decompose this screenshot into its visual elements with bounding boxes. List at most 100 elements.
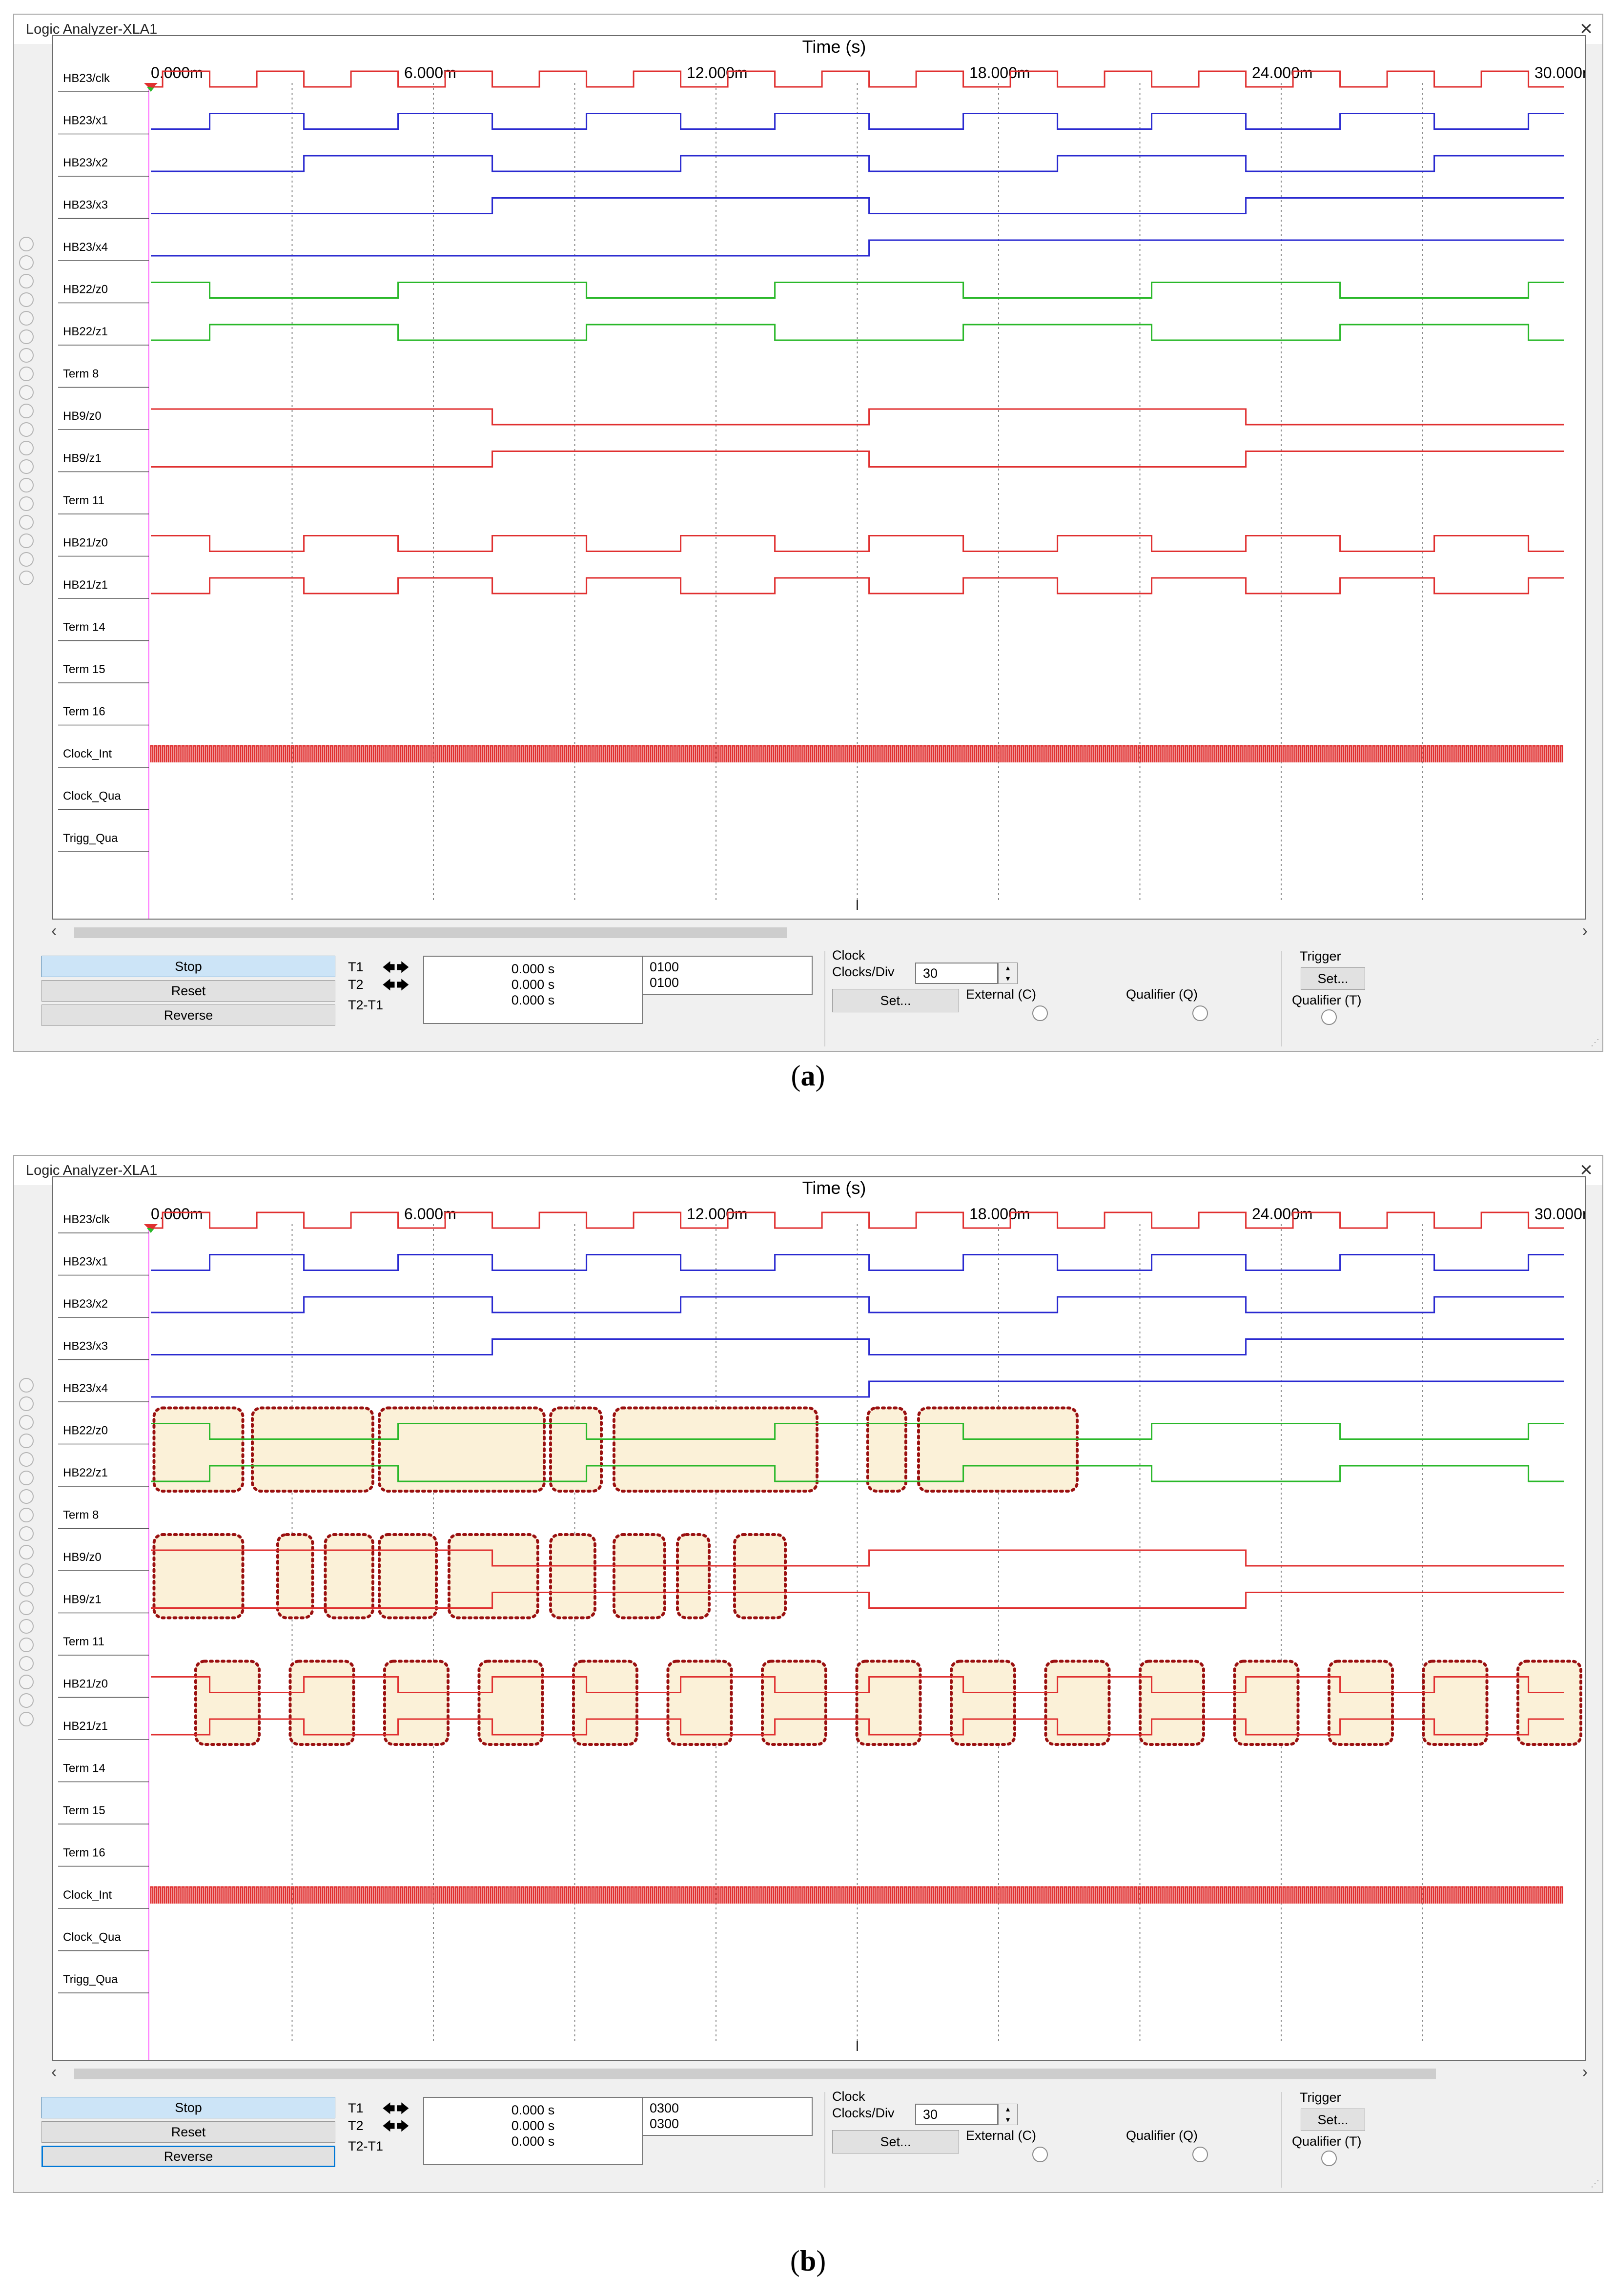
terminal-indicator-icon (19, 1675, 34, 1689)
hb21-z0-trace (151, 535, 1564, 552)
reverse-button[interactable]: Reverse (41, 1004, 335, 1026)
t1-arrows-icon[interactable]: 🡄🡆 (382, 960, 410, 975)
t2-t1-time: 0.000 s (511, 993, 555, 1007)
scroll-thumb[interactable] (74, 927, 787, 938)
horizontal-scrollbar[interactable]: ‹ › (51, 922, 1588, 941)
highlight-box (324, 1533, 374, 1620)
terminal-indicator-icon (19, 292, 34, 307)
x-axis-title: Time (s) (802, 37, 866, 57)
hb9-z1-trace (151, 1592, 1564, 1609)
x-tick-label: 30.000m (1534, 1205, 1585, 1223)
terminal-indicators (19, 1378, 37, 1730)
waveform-canvas: Time (s) 0.000m 6.000m 12.000m 18.000m 24.000… (58, 1178, 1585, 2060)
terminal-indicator-icon (19, 404, 34, 418)
highlight-box (549, 1533, 596, 1620)
resize-grip-icon[interactable]: ⋰ (1591, 1038, 1599, 1047)
trigger-set-button[interactable]: Set... (1301, 2109, 1365, 2131)
t1-label: T1 (348, 960, 364, 974)
scroll-thumb[interactable] (74, 2069, 1436, 2079)
logic-analyzer-window-a: Logic Analyzer-XLA1 × Time (s) 0.000m 6.00… (13, 14, 1603, 1052)
x3-trace (151, 197, 1564, 214)
channel-label: Clock_Qua (63, 1931, 121, 1944)
clock-set-button[interactable]: Set... (832, 989, 959, 1012)
scroll-right-icon[interactable]: › (1582, 2063, 1588, 2081)
external-radio[interactable] (1032, 1005, 1048, 1021)
scroll-right-icon[interactable]: › (1582, 922, 1588, 940)
terminal-indicator-icon (19, 348, 34, 363)
channel-label: HB9/z1 (63, 1593, 102, 1606)
trigger-qualifier-radio[interactable] (1321, 1009, 1337, 1025)
qualifier-radio[interactable] (1192, 2147, 1208, 2162)
x2-trace (151, 155, 1564, 172)
hb22-z0-trace (151, 1423, 1564, 1440)
external-radio[interactable] (1032, 2147, 1048, 2162)
channel-label: Term 8 (63, 1509, 99, 1522)
x-tick-label: 6.000m (404, 64, 456, 82)
t2-arrows-icon[interactable]: 🡄🡆 (382, 978, 410, 992)
t2-t1-label: T2-T1 (348, 998, 384, 1012)
clocks-div-input[interactable]: 30 (915, 2104, 998, 2125)
t1-arrows-icon[interactable]: 🡄🡆 (382, 2101, 410, 2116)
t2-label: T2 (348, 977, 364, 992)
scroll-left-icon[interactable]: ‹ (51, 922, 57, 940)
terminal-indicator-icon (19, 1656, 34, 1671)
channel-label: HB23/x4 (63, 241, 108, 254)
stop-button[interactable]: Stop (41, 956, 335, 977)
terminal-indicator-icon (19, 441, 34, 455)
terminal-indicator-icon (19, 1619, 34, 1634)
x-tick-label: 24.000m (1252, 64, 1313, 82)
highlight-box (1422, 1660, 1489, 1746)
clocks-div-input[interactable]: 30 (915, 963, 998, 984)
clock-set-button[interactable]: Set... (832, 2130, 959, 2153)
channel-label: Trigg_Qua (63, 1973, 118, 1986)
horizontal-scrollbar[interactable]: ‹ › (51, 2063, 1588, 2082)
trigger-group-label: Trigger (1300, 2090, 1341, 2105)
caption-a: (a) (791, 1060, 825, 1092)
scroll-left-icon[interactable]: ‹ (51, 2063, 57, 2081)
reset-button[interactable]: Reset (41, 980, 335, 1002)
terminal-indicator-icon (19, 329, 34, 344)
reverse-button[interactable]: Reverse (41, 2146, 335, 2167)
spin-arrows-icon[interactable]: ▴ ▾ (998, 963, 1018, 984)
channel-label: HB23/x3 (63, 199, 108, 212)
clock-group-label: Clock (832, 2089, 865, 2104)
spin-arrows-icon[interactable]: ▴ ▾ (998, 2104, 1018, 2125)
reset-button[interactable]: Reset (41, 2121, 335, 2143)
terminal-indicator-icon (19, 1526, 34, 1541)
stop-button[interactable]: Stop (41, 2097, 335, 2118)
terminal-indicator-icon (19, 533, 34, 548)
clock-int-trace (150, 1886, 1563, 1904)
hb21-z1-trace (151, 577, 1564, 594)
resize-grip-icon[interactable]: ⋰ (1591, 2179, 1599, 2189)
channel-label: Term 16 (63, 705, 105, 718)
x-tick-label: 30.000m (1534, 64, 1585, 82)
trigger-qualifier-radio[interactable] (1321, 2151, 1337, 2166)
clocks-div-label: Clocks/Div (832, 964, 895, 979)
channel-label: HB22/z0 (63, 1424, 108, 1437)
t2-t1-label: T2-T1 (348, 2139, 384, 2153)
highlight-box (152, 1406, 245, 1493)
highlight-box (950, 1660, 1016, 1746)
terminal-indicator-icon (19, 1434, 34, 1448)
qualifier-radio[interactable] (1192, 1005, 1208, 1021)
t1-label: T1 (348, 2101, 364, 2115)
channel-label: HB23/x2 (63, 1297, 108, 1311)
channel-label: HB21/z0 (63, 1678, 108, 1691)
t2-arrows-icon[interactable]: 🡄🡆 (382, 2119, 410, 2133)
trigger-qualifier-label: Qualifier (T) (1292, 993, 1362, 1007)
trigger-set-button[interactable]: Set... (1301, 967, 1365, 990)
external-label: External (C) (966, 2128, 1037, 2143)
highlight-box (572, 1660, 638, 1746)
control-bar: Stop Reset Reverse T1 🡄🡆 T2 🡄🡆 T2-T1 0.0… (14, 948, 1602, 1048)
t1-value: 0300 (650, 2101, 679, 2115)
channel-label: Trigg_Qua (63, 832, 118, 845)
highlight-box (152, 1533, 245, 1620)
terminal-indicator-icon (19, 478, 34, 492)
channel-label: Term 8 (63, 368, 99, 381)
terminal-indicator-icon (19, 422, 34, 437)
channel-label: HB23/clk (63, 1213, 110, 1226)
hb9-z0-trace (151, 1549, 1564, 1567)
channel-label: HB23/x1 (63, 114, 108, 127)
trigger-qualifier-label: Qualifier (T) (1292, 2134, 1362, 2149)
x1-trace (151, 1254, 1564, 1271)
